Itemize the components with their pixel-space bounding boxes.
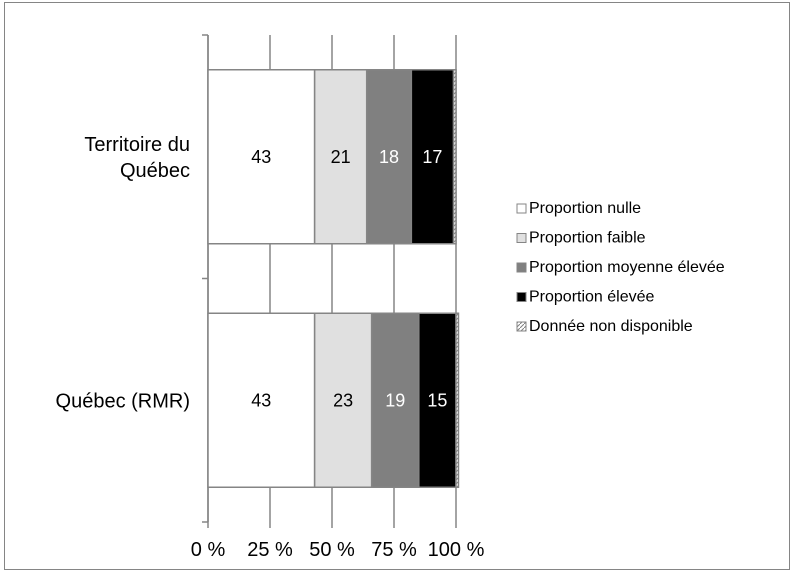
x-tick-label: 50 % <box>309 539 355 561</box>
category-label: Territoire du <box>84 134 190 156</box>
bar-segment <box>455 312 460 488</box>
legend-label: Proportion élevée <box>529 289 655 306</box>
bar-segment <box>207 312 316 488</box>
bar-segment <box>452 69 457 245</box>
data-label: 21 <box>331 147 351 167</box>
legend-swatch <box>516 292 527 302</box>
y-axis <box>202 34 209 523</box>
data-label: 17 <box>422 147 442 167</box>
data-label: 15 <box>427 390 447 410</box>
category-label: Québec (RMR) <box>56 390 190 412</box>
x-tick-label: 100 % <box>428 539 485 561</box>
bar-segment <box>313 312 373 488</box>
legend-swatch <box>516 262 527 273</box>
data-label: 23 <box>333 390 353 410</box>
data-label: 43 <box>251 390 271 410</box>
legend-swatch <box>516 203 527 214</box>
legend-label: Proportion nulle <box>529 200 641 217</box>
legend-swatch <box>516 233 527 243</box>
bar-segment <box>370 312 420 488</box>
x-tick-label: 75 % <box>371 539 417 561</box>
x-tick-labels: 0 % 25 % 50 % 75 % 100 % <box>191 539 485 561</box>
legend-label: Proportion faible <box>529 230 646 247</box>
category-label: Québec <box>120 160 190 182</box>
data-label: 18 <box>379 147 399 167</box>
data-label: 19 <box>385 390 405 410</box>
bars: 43 21 18 17 43 23 19 15 <box>207 69 460 488</box>
x-tick-label: 0 % <box>191 539 226 561</box>
category-labels: Territoire du Québec Québec (RMR) <box>56 134 190 413</box>
legend-label: Proportion moyenne élevée <box>529 259 725 276</box>
x-tick-label: 25 % <box>247 539 293 561</box>
legend: Proportion nulle Proportion faible Proport… <box>516 200 725 335</box>
data-label: 43 <box>251 147 271 167</box>
bar-segment <box>313 69 368 245</box>
legend-label: Donnée non disponible <box>529 318 693 335</box>
legend-swatch <box>516 321 527 332</box>
